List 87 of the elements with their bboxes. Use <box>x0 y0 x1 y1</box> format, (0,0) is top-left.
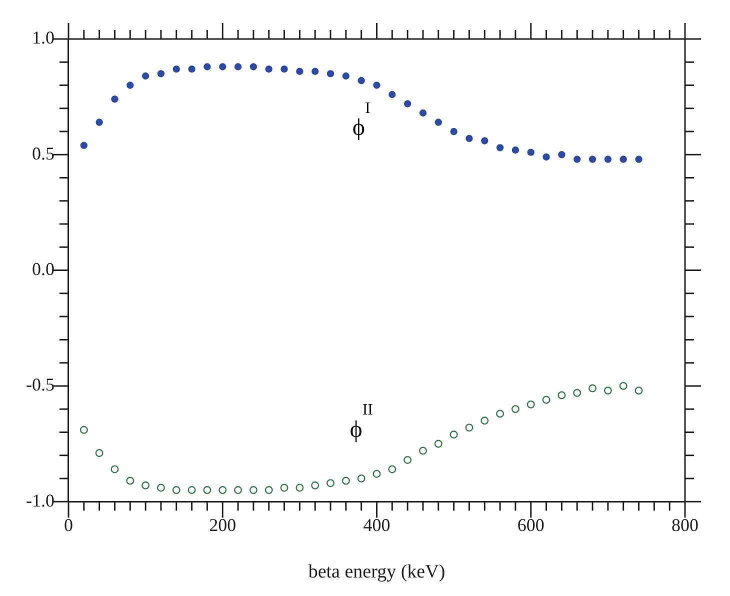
point <box>280 484 288 492</box>
point <box>280 65 288 73</box>
point <box>156 484 165 492</box>
point <box>172 486 180 494</box>
point <box>373 82 380 89</box>
point <box>342 72 350 80</box>
point <box>249 486 258 494</box>
point <box>620 156 627 163</box>
x-tick-label: 800 <box>672 515 698 536</box>
point <box>188 486 196 494</box>
point <box>481 137 488 144</box>
point <box>372 470 381 478</box>
point <box>558 391 566 400</box>
point <box>388 90 396 98</box>
point <box>126 476 134 485</box>
point <box>111 96 118 103</box>
point <box>480 416 489 425</box>
y-tick-label: -0.5 <box>26 374 54 395</box>
point <box>126 82 134 89</box>
y-tick-label: 0.5 <box>32 143 54 164</box>
point <box>250 63 258 70</box>
point <box>264 486 273 494</box>
point <box>496 410 504 418</box>
point <box>218 486 227 494</box>
point <box>512 146 520 154</box>
point <box>110 465 119 474</box>
x-tick-label: 600 <box>517 515 544 536</box>
point <box>542 396 550 404</box>
point <box>419 109 427 117</box>
point <box>619 382 628 390</box>
point <box>542 153 550 161</box>
point <box>450 128 458 136</box>
point <box>265 65 272 73</box>
point <box>634 386 643 395</box>
point <box>296 68 304 75</box>
y-tick-label: 1.0 <box>32 28 54 48</box>
point <box>450 430 458 439</box>
point <box>604 156 612 163</box>
point <box>418 446 427 455</box>
point <box>357 474 366 482</box>
point <box>326 479 335 488</box>
point <box>326 70 334 78</box>
point <box>234 486 242 494</box>
x-tick-label: 200 <box>209 515 236 536</box>
point <box>496 144 504 152</box>
point <box>311 68 319 75</box>
point <box>588 384 597 392</box>
point <box>573 388 582 397</box>
y-tick-label: 0.0 <box>32 259 54 280</box>
point <box>203 486 212 494</box>
x-tick-label: 400 <box>363 515 390 536</box>
series-label: ϕI <box>352 100 370 141</box>
point <box>574 156 581 163</box>
point <box>358 77 365 84</box>
point <box>527 148 534 156</box>
point <box>204 63 211 70</box>
point <box>404 100 412 108</box>
point <box>172 65 180 73</box>
point <box>188 65 196 73</box>
x-tick-label: 0 <box>64 515 73 536</box>
point <box>465 424 474 432</box>
point <box>80 142 88 149</box>
point <box>234 63 242 70</box>
point <box>434 118 442 126</box>
x-axis-title: beta energy (keV) <box>308 562 446 583</box>
series-label: ϕII <box>350 402 373 443</box>
point <box>95 449 104 458</box>
point <box>604 386 612 395</box>
point <box>80 426 88 434</box>
point <box>388 465 396 474</box>
point <box>434 440 442 448</box>
point <box>558 151 566 158</box>
point <box>635 156 642 163</box>
point <box>296 484 304 492</box>
point <box>311 481 320 490</box>
point <box>466 134 473 142</box>
point <box>157 70 165 78</box>
point <box>96 118 103 126</box>
point <box>142 481 150 490</box>
point <box>404 456 412 464</box>
point <box>588 156 596 163</box>
point <box>511 405 520 414</box>
point <box>526 400 535 408</box>
point <box>142 72 150 80</box>
point <box>219 63 226 70</box>
point <box>342 476 350 485</box>
y-tick-label: -1.0 <box>26 490 54 510</box>
